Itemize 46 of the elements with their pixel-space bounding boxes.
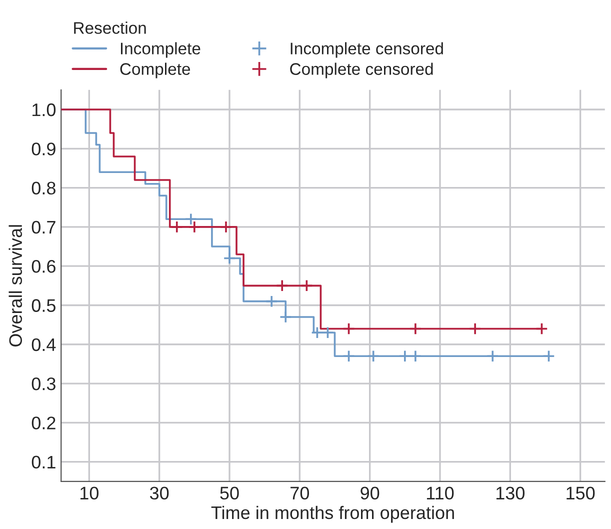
point (188, 220, 201, 234)
x-tick-label: 30 (150, 486, 169, 500)
point (486, 350, 499, 362)
legend-label: Incomplete (120, 42, 200, 58)
legend-label: Complete censored (290, 62, 433, 78)
point (468, 322, 482, 336)
y-axis-title: Overall survival (8, 225, 22, 347)
y-tick-label: 0.9 (32, 142, 56, 156)
y-tick-label: 0.7 (32, 220, 56, 234)
y-tick-label: 1.0 (32, 103, 56, 116)
y-tick-label: 0.4 (32, 338, 56, 352)
legend-label: Incomplete censored (290, 42, 443, 58)
point (220, 220, 232, 234)
x-tick-label: 110 (426, 486, 454, 500)
point (184, 212, 198, 226)
x-tick-label: 150 (566, 486, 595, 500)
legend-label: Complete (120, 62, 190, 78)
y-tick-label: 0.5 (32, 299, 56, 312)
point (223, 252, 236, 265)
point (321, 326, 334, 339)
point (398, 350, 412, 362)
point (542, 350, 556, 362)
x-tick-label: 10 (80, 486, 99, 500)
point (265, 295, 278, 308)
y-tick-label: 0.2 (32, 416, 56, 430)
x-axis-title: Time in months from operation (211, 506, 454, 523)
point (409, 350, 422, 362)
legend-title: Resection (74, 22, 146, 34)
point (535, 322, 548, 336)
x-tick-label: 130 (496, 486, 525, 500)
y-tick-label: 0.1 (32, 456, 56, 469)
y-tick-label: 0.3 (32, 377, 56, 390)
point (300, 279, 313, 292)
x-tick-label: 70 (290, 486, 309, 500)
point (276, 279, 288, 292)
point (409, 322, 422, 336)
x-tick-label: 90 (360, 486, 380, 500)
point (342, 350, 356, 362)
y-tick-label: 0.8 (32, 182, 56, 195)
x-tick-label: 50 (220, 486, 239, 500)
point (342, 322, 356, 336)
point (310, 326, 324, 339)
point (170, 220, 184, 234)
point (367, 350, 380, 362)
point (279, 310, 292, 324)
y-tick-label: 0.6 (32, 260, 56, 273)
